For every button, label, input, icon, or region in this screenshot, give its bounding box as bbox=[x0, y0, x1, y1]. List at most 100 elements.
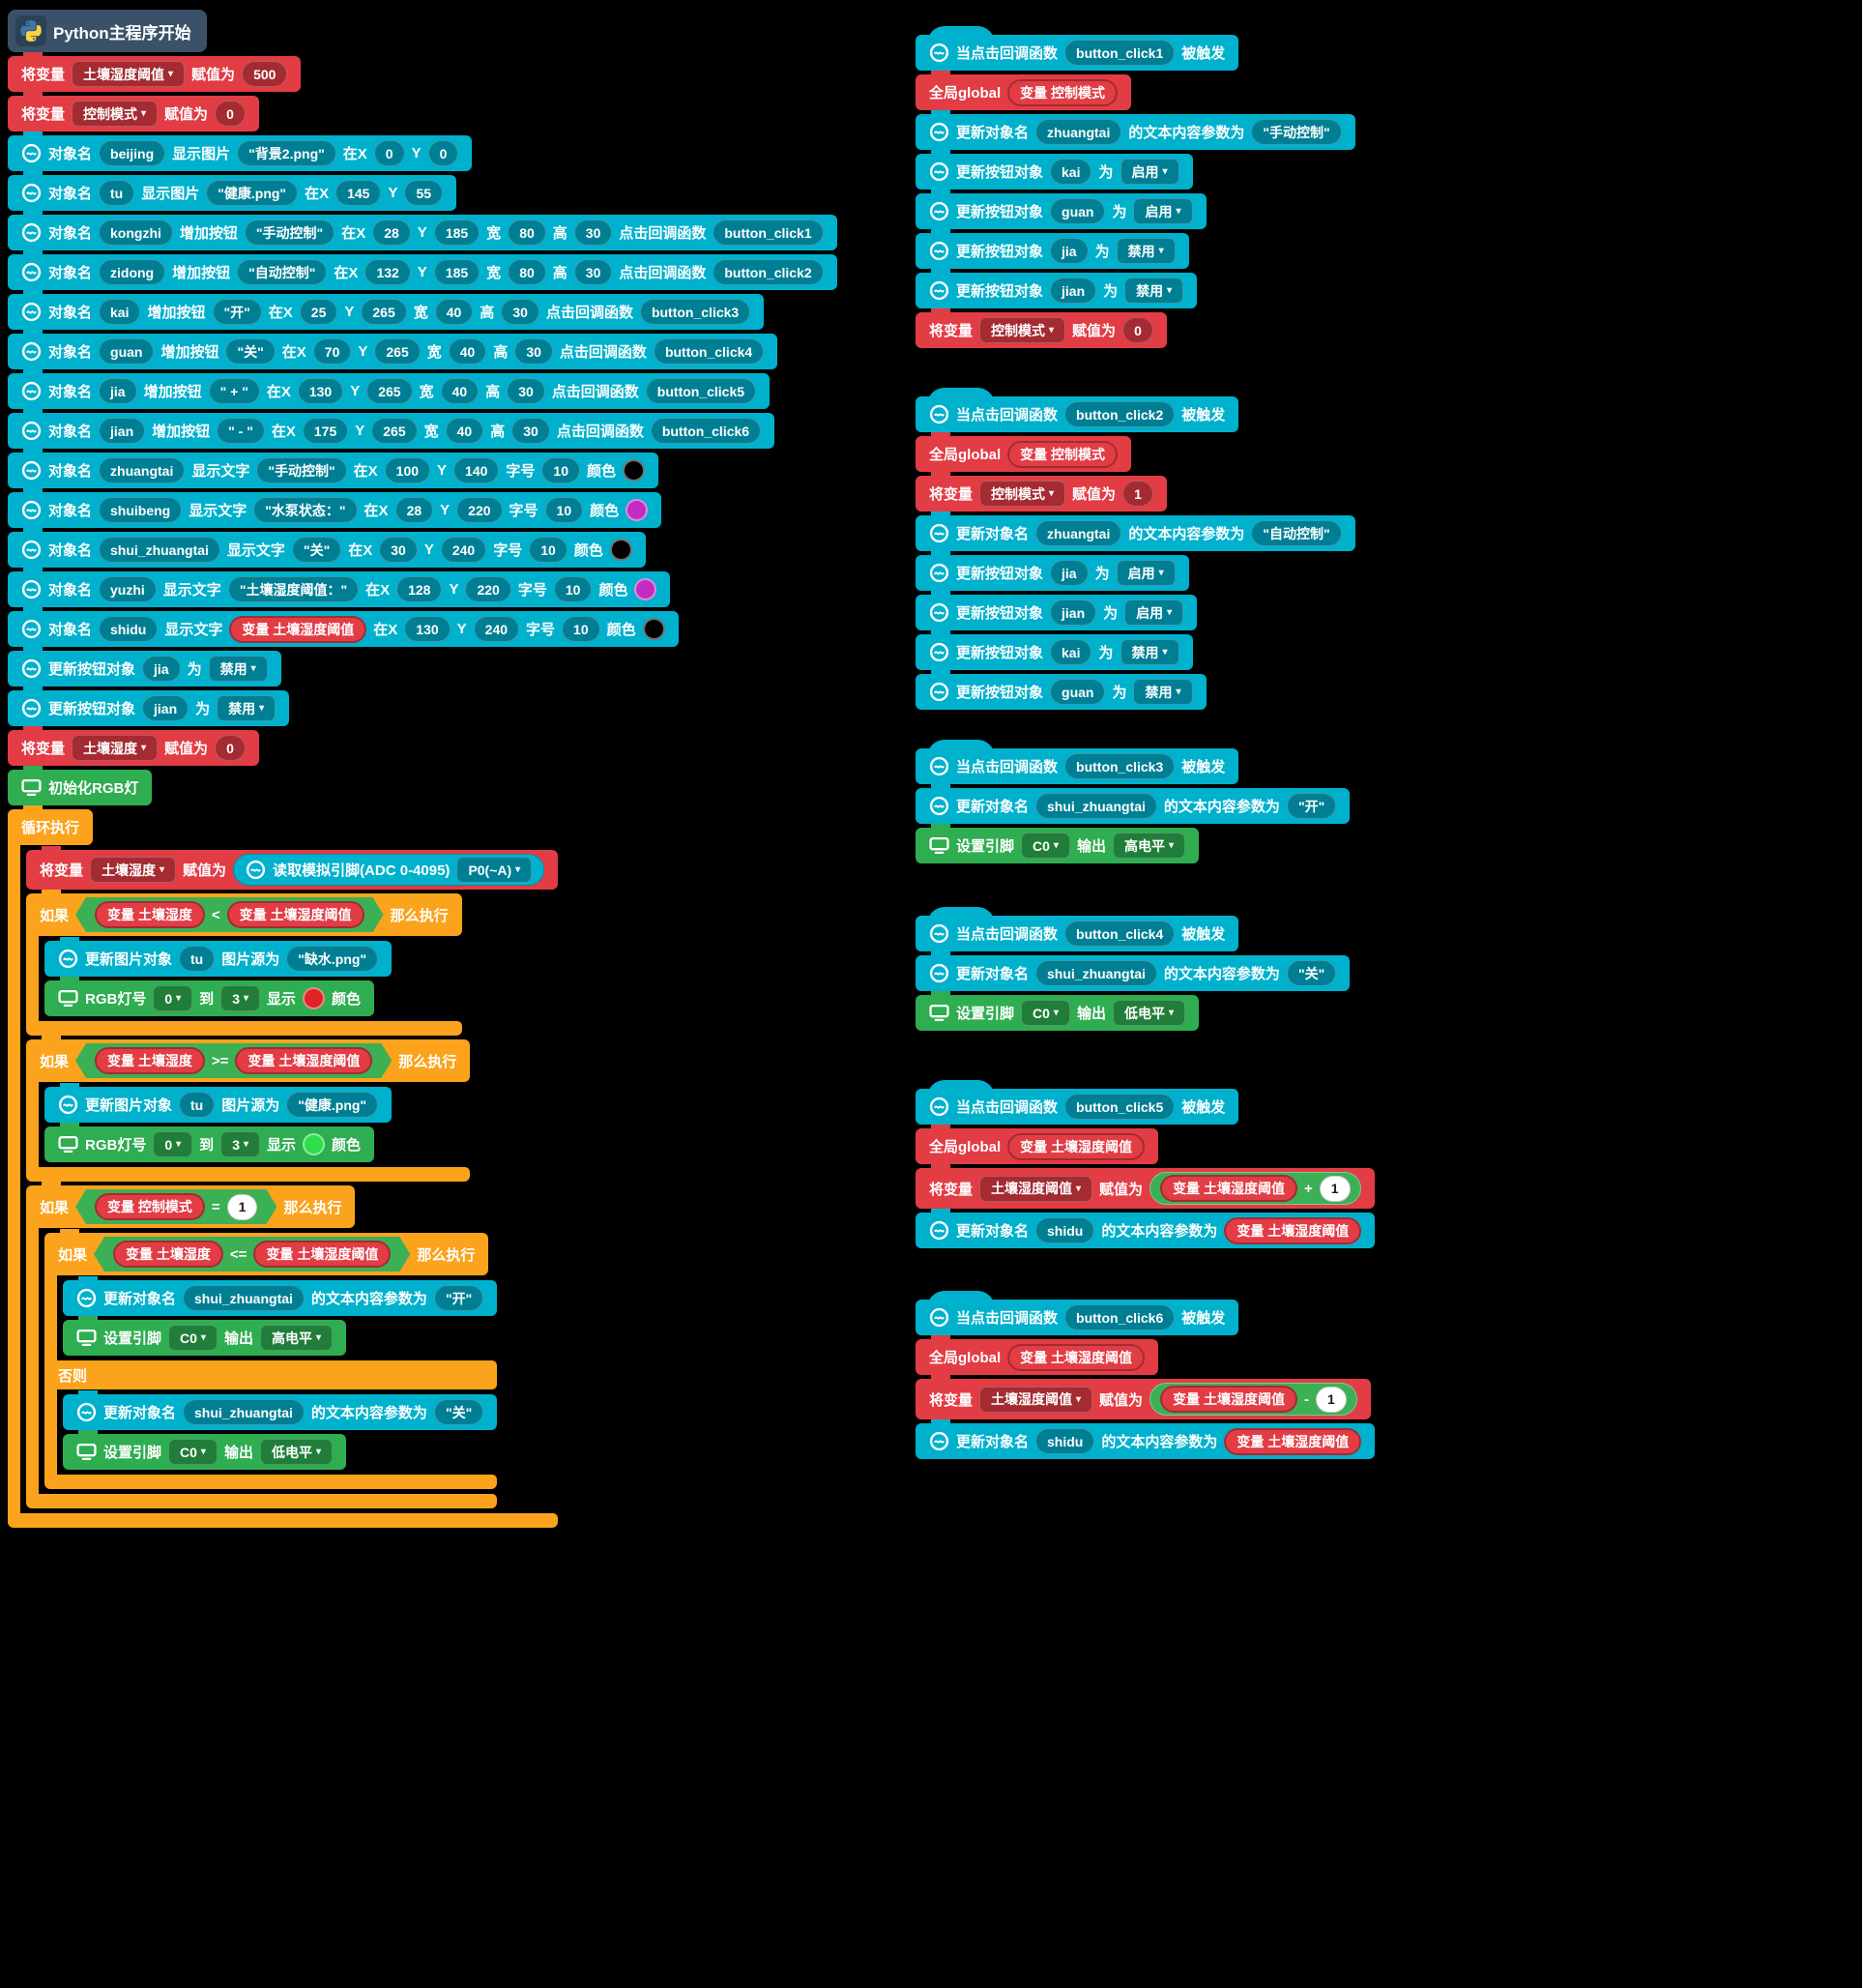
value-input[interactable]: kongzhi bbox=[99, 219, 173, 246]
value-input[interactable]: button_click6 bbox=[650, 418, 762, 444]
condition-expression[interactable]: 变量 控制模式 = 1 bbox=[75, 1189, 276, 1224]
display-image[interactable]: 对象名 beijing 显示图片 "背景2.png" 在X 0 Y 0 bbox=[8, 132, 473, 171]
value-input[interactable]: 28 bbox=[372, 219, 411, 246]
update-image[interactable]: 更新图片对象 tu 图片源为 "缺水.png" bbox=[44, 937, 393, 977]
value-input[interactable]: button_click1 bbox=[713, 219, 824, 246]
if-then-head[interactable]: 如果 变量 土壤湿度 >= 变量 土壤湿度阈值 那么执行 bbox=[26, 1036, 471, 1082]
add-button[interactable]: 对象名 kai 增加按钮 "开" 在X 25 Y 265 宽 40 高 30 点击回调函数 button_… bbox=[8, 290, 765, 330]
value-input[interactable]: guan bbox=[1050, 679, 1106, 705]
dropdown[interactable]: C0 ▾ bbox=[1021, 1000, 1070, 1026]
dropdown[interactable]: 禁用 ▾ bbox=[1120, 639, 1179, 665]
value-input[interactable]: "开" bbox=[433, 1285, 484, 1311]
value-input[interactable]: 220 bbox=[456, 497, 503, 523]
dropdown[interactable]: 启用 ▾ bbox=[1116, 560, 1176, 586]
value-input[interactable]: 80 bbox=[508, 219, 546, 246]
update-text[interactable]: 更新对象名 shidu 的文本内容参数为 变量 土壤湿度阈值 bbox=[916, 1209, 1376, 1248]
value-input[interactable]: 70 bbox=[312, 338, 352, 365]
read-analog-pin[interactable]: 读取模拟引脚(ADC 0-4095) P0(~A) ▾ bbox=[233, 854, 545, 886]
update-button-state[interactable]: 更新按钮对象 guan 为启用 ▾ bbox=[916, 190, 1207, 229]
global-variable[interactable]: 全局global 变量 土壤湿度阈值 bbox=[916, 1335, 1159, 1375]
value-input[interactable]: button_click5 bbox=[645, 378, 757, 404]
value-input[interactable]: 500 bbox=[242, 61, 288, 87]
forever-loop-head[interactable]: 循环执行 bbox=[8, 805, 94, 845]
set-variable[interactable]: 将变量 土壤湿度 ▾ 赋值为 0 bbox=[8, 726, 259, 766]
dropdown[interactable]: 高电平 ▾ bbox=[1112, 833, 1185, 859]
value-input[interactable]: " + " bbox=[208, 378, 260, 404]
value-input[interactable]: "关" bbox=[291, 537, 342, 563]
value-input[interactable]: button_click6 bbox=[1064, 1304, 1176, 1330]
c-spine[interactable] bbox=[26, 936, 39, 1021]
variable-reporter[interactable]: 变量 土壤湿度阈值 bbox=[253, 1241, 391, 1268]
color-swatch[interactable] bbox=[626, 499, 649, 521]
value-input[interactable]: 30 bbox=[379, 537, 418, 563]
display-text[interactable]: 对象名 shui_zhuangtai 显示文字 "关" 在X 30 Y 240 字号 10 颜色 bbox=[8, 528, 646, 568]
value-input[interactable]: 185 bbox=[433, 259, 480, 285]
python-main-start[interactable]: Python主程序开始 bbox=[8, 10, 207, 52]
value-input[interactable]: button_click5 bbox=[1064, 1094, 1176, 1120]
value-input[interactable]: jian bbox=[99, 418, 146, 444]
color-swatch[interactable] bbox=[634, 578, 657, 600]
dropdown[interactable]: 控制模式 ▾ bbox=[979, 481, 1066, 507]
c-spine[interactable] bbox=[44, 1275, 57, 1360]
display-image[interactable]: 对象名 tu 显示图片 "健康.png" 在X 145 Y 55 bbox=[8, 171, 457, 211]
update-image[interactable]: 更新图片对象 tu 图片源为 "健康.png" bbox=[44, 1083, 393, 1123]
add-button[interactable]: 对象名 jian 增加按钮 " - " 在X 175 Y 265 宽 40 高 30 点击回调函数 but… bbox=[8, 409, 775, 449]
value-input[interactable]: kai bbox=[1050, 159, 1092, 185]
dropdown[interactable]: 控制模式 ▾ bbox=[72, 101, 159, 127]
dropdown[interactable]: 3 ▾ bbox=[220, 1131, 261, 1157]
value-input[interactable]: kai bbox=[99, 299, 141, 325]
global-variable[interactable]: 全局global 变量 控制模式 bbox=[916, 432, 1132, 472]
display-text[interactable]: 对象名 shuibeng 显示文字 "水泵状态：" 在X 28 Y 220 字号 10 颜色 bbox=[8, 488, 662, 528]
set-pin[interactable]: 设置引脚 C0 ▾ 输出 低电平 ▾ bbox=[916, 991, 1199, 1031]
value-input[interactable]: jian bbox=[1050, 599, 1097, 626]
global-variable[interactable]: 全局global 变量 控制模式 bbox=[916, 71, 1132, 110]
value-input[interactable]: shui_zhuangtai bbox=[183, 1399, 305, 1425]
value-input[interactable]: tu bbox=[179, 1092, 216, 1118]
value-input[interactable]: 10 bbox=[562, 616, 600, 642]
set-variable[interactable]: 将变量 控制模式 ▾ 赋值为 0 bbox=[916, 308, 1167, 348]
value-input[interactable]: shidu bbox=[99, 616, 159, 642]
dropdown[interactable]: P0(~A) ▾ bbox=[456, 857, 533, 883]
value-input[interactable]: 40 bbox=[448, 338, 487, 365]
value-input[interactable]: shuibeng bbox=[99, 497, 183, 523]
display-text[interactable]: 对象名 zhuangtai 显示文字 "手动控制" 在X 100 Y 140 字号 10 颜色 bbox=[8, 449, 659, 488]
value-input[interactable]: 220 bbox=[465, 576, 511, 602]
dropdown[interactable]: 土壤湿度 ▾ bbox=[90, 857, 177, 883]
value-input[interactable]: shui_zhuangtai bbox=[1035, 960, 1157, 986]
variable-reporter[interactable]: 变量 土壤湿度阈值 bbox=[1160, 1386, 1297, 1413]
value-input[interactable]: 132 bbox=[364, 259, 411, 285]
value-input[interactable]: 265 bbox=[366, 378, 413, 404]
number-input[interactable]: 1 bbox=[227, 1194, 258, 1220]
update-button-state[interactable]: 更新按钮对象 jia 为禁用 ▾ bbox=[916, 229, 1189, 269]
value-input[interactable]: 40 bbox=[445, 418, 484, 444]
value-input[interactable]: beijing bbox=[99, 140, 166, 166]
value-input[interactable]: 80 bbox=[508, 259, 546, 285]
set-variable[interactable]: 将变量 土壤湿度 ▾ 赋值为 读取模拟引脚(ADC 0-4095) P0(~A) ▾ bbox=[26, 846, 559, 890]
dropdown[interactable]: 土壤湿度 ▾ bbox=[72, 735, 159, 761]
value-input[interactable]: 130 bbox=[297, 378, 344, 404]
value-input[interactable]: 10 bbox=[529, 537, 567, 563]
set-variable[interactable]: 将变量 土壤湿度阈值 ▾ 赋值为 变量 土壤湿度阈值 -1 bbox=[916, 1375, 1371, 1419]
if-then[interactable]: 如果 变量 土壤湿度 >= 变量 土壤湿度阈值 那么执行 更新图片对象 tu 图片源为 "健康.… bbox=[26, 1036, 471, 1182]
value-input[interactable]: "土壤湿度阈值：" bbox=[227, 576, 360, 602]
variable-reporter[interactable]: 变量 土壤湿度阈值 bbox=[1160, 1175, 1297, 1202]
variable-reporter[interactable]: 变量 土壤湿度阈值 bbox=[235, 1047, 372, 1074]
value-input[interactable]: jia bbox=[99, 378, 137, 404]
dropdown[interactable]: 禁用 ▾ bbox=[208, 656, 268, 682]
if-then-head[interactable]: 如果 变量 土壤湿度 < 变量 土壤湿度阈值 那么执行 bbox=[26, 890, 462, 936]
value-input[interactable]: 0 bbox=[373, 140, 405, 166]
update-button-state[interactable]: 更新按钮对象 jian 为启用 ▾ bbox=[916, 591, 1198, 630]
c-spine[interactable] bbox=[8, 845, 20, 1513]
c-spine[interactable] bbox=[26, 1228, 39, 1494]
color-swatch[interactable] bbox=[303, 987, 326, 1009]
value-input[interactable]: 30 bbox=[501, 299, 539, 325]
condition-expression[interactable]: 变量 土壤湿度 >= 变量 土壤湿度阈值 bbox=[75, 1043, 392, 1078]
value-input[interactable]: zhuangtai bbox=[1035, 119, 1122, 145]
value-input[interactable]: 185 bbox=[433, 219, 480, 246]
if-else[interactable]: 如果 变量 土壤湿度 <= 变量 土壤湿度阈值 那么执行 更新对象名 shui_zhuang… bbox=[44, 1229, 498, 1489]
value-input[interactable]: 30 bbox=[573, 219, 613, 246]
display-text[interactable]: 对象名 shidu 显示文字 变量 土壤湿度阈值 在X 130 Y 240 字号 10 颜色 bbox=[8, 607, 679, 647]
value-input[interactable]: 240 bbox=[440, 537, 487, 563]
value-input[interactable]: "手动控制" bbox=[1251, 119, 1342, 145]
